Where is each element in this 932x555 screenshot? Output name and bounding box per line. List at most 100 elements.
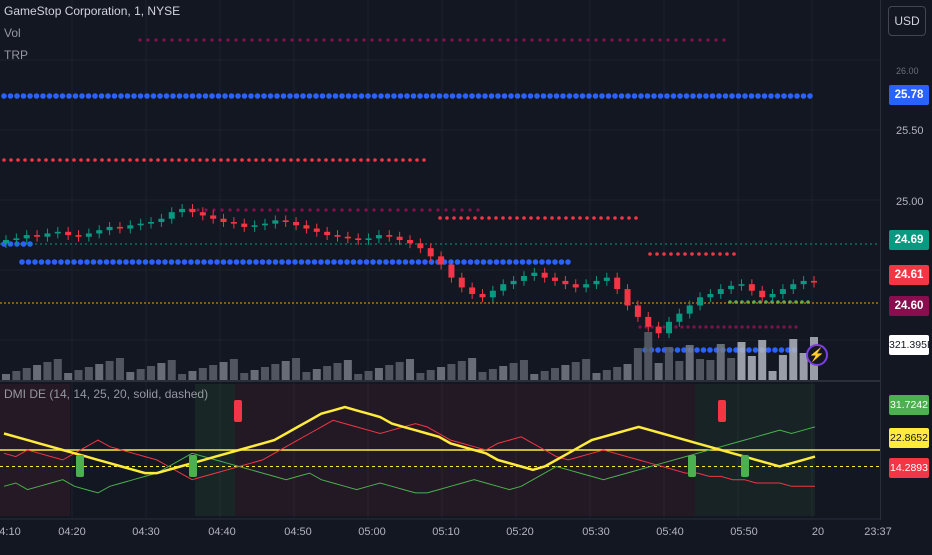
trp-dot [534,93,540,99]
trp-dot [246,259,253,265]
candle [448,264,455,278]
candle [303,225,310,229]
candle [210,215,217,219]
vol-legend[interactable]: Vol [4,26,21,40]
signal-dot [718,252,722,256]
signal-dot [459,216,463,220]
signal-dot [156,158,160,162]
trp-dot [235,93,241,99]
resistance-dot [578,38,582,42]
trp-dot [500,259,506,265]
trp-dot [506,259,513,265]
signal-dot [452,216,456,220]
volume-bar [716,344,725,380]
candle [54,231,61,234]
signal-dot [722,325,726,329]
candle [261,223,268,226]
signal-dot [438,216,442,220]
resistance-dot [642,38,646,42]
trp-dot [14,93,20,99]
signal-dot [394,158,398,162]
signal-dot [316,208,320,212]
signal-dot [373,158,377,162]
resistance-dot [322,38,326,42]
trp-dot [274,93,280,99]
trp-dot [461,259,467,265]
resistance-dot [138,38,142,42]
lightning-icon[interactable]: ⚡ [806,344,828,366]
trp-dot [58,259,64,265]
resistance-dot [690,38,694,42]
signal-dot [674,325,678,329]
trp-dot [298,259,305,265]
trp-dot [565,259,571,265]
trp-dot [305,259,311,265]
resistance-dot [602,38,606,42]
trp-dot [552,259,558,265]
trp-dot [149,259,155,265]
resistance-dot [514,38,518,42]
trp-legend[interactable]: TRP [4,48,28,62]
trp-dot [103,259,110,265]
trp-dot [547,93,553,99]
volume-bar [437,367,446,380]
trp-dot [163,93,170,99]
trp-dot [428,259,435,265]
signal-dot [372,208,376,212]
signal-dot [522,216,526,220]
signal-dot [324,158,328,162]
signal-dot [508,216,512,220]
volume-bar [468,358,477,380]
trp-dot [19,259,25,265]
trp-dot [417,93,423,99]
signal-dot [79,158,83,162]
signal-dot [252,208,256,212]
volume-bar [747,356,756,380]
trp-dot [540,93,547,99]
currency-button[interactable]: USD [888,6,926,36]
signal-dot [436,208,440,212]
candle [697,297,704,306]
trp-dot [495,93,501,99]
candle [386,235,393,237]
time-axis-label: 05:10 [432,526,460,538]
trp-dot [254,93,261,99]
volume-bar [395,362,404,380]
candle [396,236,403,240]
candle [96,230,103,234]
signal-dot [396,208,400,212]
resistance-dot [410,38,414,42]
signal-dot [711,252,715,256]
signal-dot [23,158,27,162]
trp-dot [735,93,742,99]
resistance-dot [290,38,294,42]
volume-bar [385,365,394,380]
trp-dot [92,93,98,99]
price-tag: 24.60 [889,296,929,316]
dmi-legend[interactable]: DMI DE (14, 14, 25, 20, solid, dashed) [4,387,209,401]
candle [23,235,30,239]
volume-bar [312,369,321,380]
resistance-dot [714,38,718,42]
trp-dot [337,259,344,265]
symbol-legend[interactable]: GameStop Corporation, 1, NYSE [4,4,181,18]
trp-dot [168,259,175,265]
trp-dot [32,259,38,265]
candle [3,240,9,244]
candle [230,222,237,224]
trp-dot [45,259,51,265]
trp-dot [696,93,703,99]
trp-dot [765,347,772,353]
trp-dot [774,93,781,99]
trp-dot [488,93,495,99]
candle [44,233,51,237]
trp-dot [514,93,521,99]
time-axis-label: 05:20 [506,526,534,538]
trp-dot [787,93,794,99]
trp-dot [14,241,20,247]
resistance-dot [306,38,310,42]
trp-dot [670,93,677,99]
signal-marker [741,455,749,477]
